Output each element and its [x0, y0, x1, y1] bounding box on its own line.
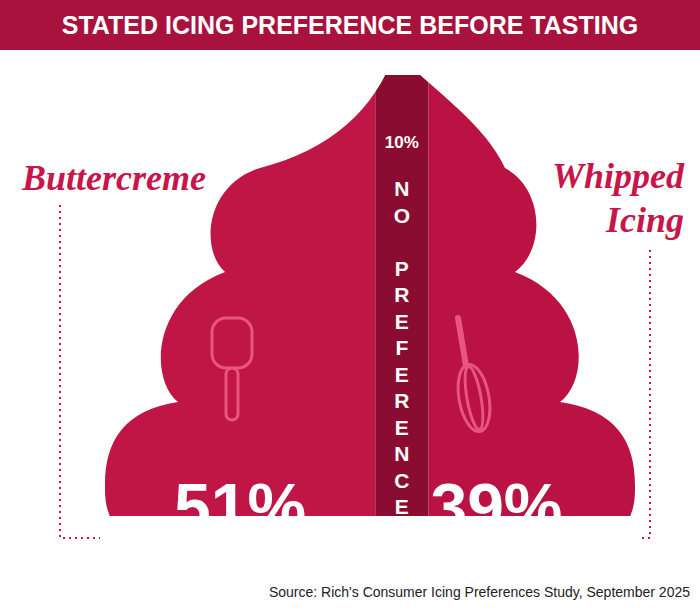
svg-text:R: R: [394, 283, 409, 306]
svg-text:51%: 51%: [174, 470, 306, 544]
svg-text:E: E: [395, 363, 409, 386]
svg-text:P: P: [395, 257, 409, 280]
svg-text:R: R: [394, 389, 409, 412]
svg-text:E: E: [395, 416, 409, 439]
html-text:STATED ICING PREFERENCE BEFORE: STATED ICING PREFERENCE BEFORE TASTING: [61, 11, 639, 39]
html-text:Source: Rich's Consumer Icing: Source: Rich's Consumer Icing Preference…: [268, 584, 690, 600]
svg-text:E: E: [395, 310, 409, 333]
svg-text:10%: 10%: [385, 133, 419, 152]
svg-text:Buttercreme: Buttercreme: [21, 158, 206, 198]
svg-text:Whipped: Whipped: [552, 156, 685, 196]
svg-text:C: C: [394, 469, 409, 492]
svg-text:F: F: [395, 336, 408, 359]
svg-text:N: N: [394, 177, 409, 200]
svg-text:O: O: [394, 204, 410, 227]
svg-text:39%: 39%: [430, 470, 562, 544]
svg-text:N: N: [394, 442, 409, 465]
svg-text:Icing: Icing: [605, 200, 684, 240]
svg-text:E: E: [395, 495, 409, 518]
